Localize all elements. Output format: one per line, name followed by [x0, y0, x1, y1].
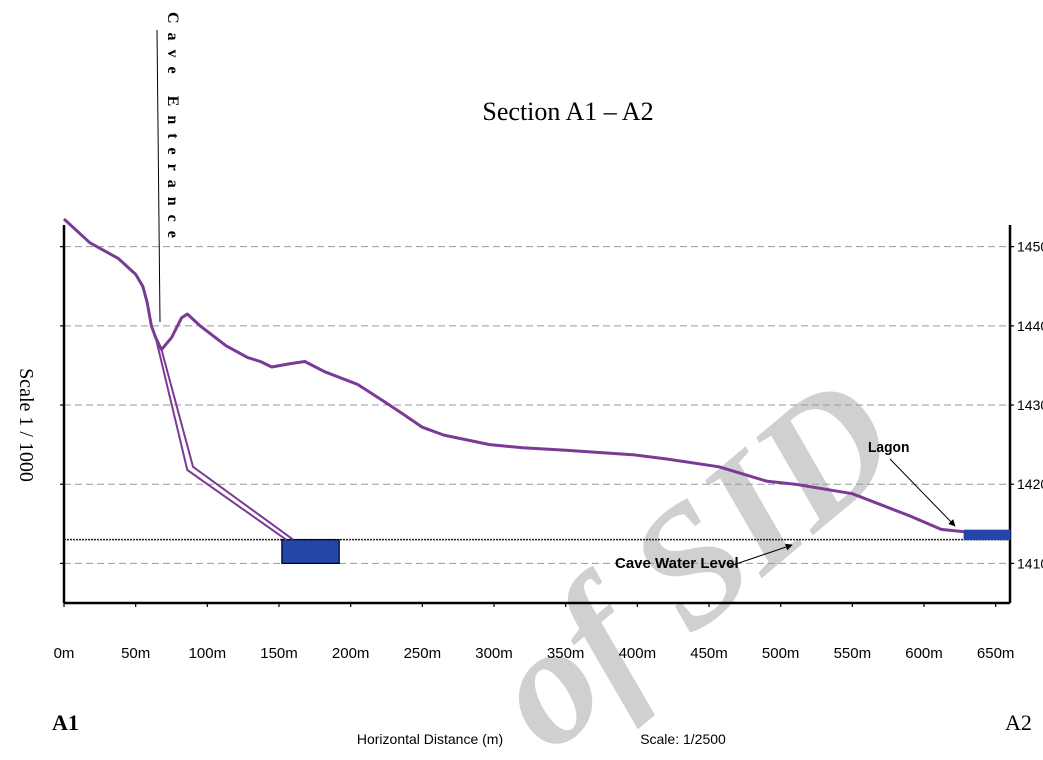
x-tick-labels: 0m 50m 100m 150m 200m 250m 300m 350m 400m 450m 500…: [54, 603, 1015, 662]
y-tick-label: 1450m: [1017, 239, 1043, 255]
chart-title: Section A1 – A2: [482, 97, 653, 126]
cave-passage-lower-line: [154, 337, 287, 541]
cave-passage-upper-line: [160, 349, 294, 541]
lagoon-label: Lagon: [868, 440, 909, 457]
y-tick-label: 1430m: [1017, 397, 1043, 413]
water-level-pointer: [729, 543, 793, 567]
x-tick-label: 650m: [977, 645, 1015, 662]
x-tick-label: 200m: [332, 645, 370, 662]
lagoon-pointer: [889, 458, 956, 527]
features: [64, 529, 1011, 565]
watermark-text: of SID: [452, 340, 931, 755]
surface-profile-line: [62, 217, 965, 534]
x-axis-label: Horizontal Distance (m): [357, 731, 503, 747]
x-tick-label: 50m: [121, 645, 150, 662]
x-tick-label: 150m: [260, 645, 298, 662]
x-tick-label: 450m: [690, 645, 728, 662]
x-tick-label: 0m: [54, 645, 75, 662]
cave-pool: [281, 539, 340, 565]
x-tick-label: 100m: [189, 645, 227, 662]
x-tick-label: 250m: [404, 645, 442, 662]
entrance-pointer: [156, 29, 161, 323]
y-tick-labels: 1450m 1440m 1430m 1420m 1410m: [1017, 239, 1043, 572]
end-point-label: A2: [1005, 710, 1032, 735]
x-tick-label: 400m: [619, 645, 657, 662]
x-tick-label: 600m: [905, 645, 943, 662]
y-tick-label: 1420m: [1017, 476, 1043, 492]
y-tick-label: 1410m: [1017, 555, 1043, 571]
horizontal-scale-label: Scale: 1/2500: [640, 731, 726, 747]
profile-lines: [62, 217, 965, 541]
water-level-label: Cave Water Level: [615, 555, 739, 572]
watermark: of SID: [452, 340, 931, 760]
entrance-label: Cave Enterance: [164, 12, 181, 247]
x-tick-label: 500m: [762, 645, 800, 662]
lagoon: [963, 529, 1011, 541]
start-point-label: A1: [52, 710, 79, 735]
x-tick-label: 350m: [547, 645, 585, 662]
y-tick-label: 1440m: [1017, 318, 1043, 334]
x-tick-label: 550m: [834, 645, 872, 662]
x-tick-label: 300m: [475, 645, 513, 662]
vertical-scale-label: Scale 1 / 1000: [15, 368, 37, 482]
